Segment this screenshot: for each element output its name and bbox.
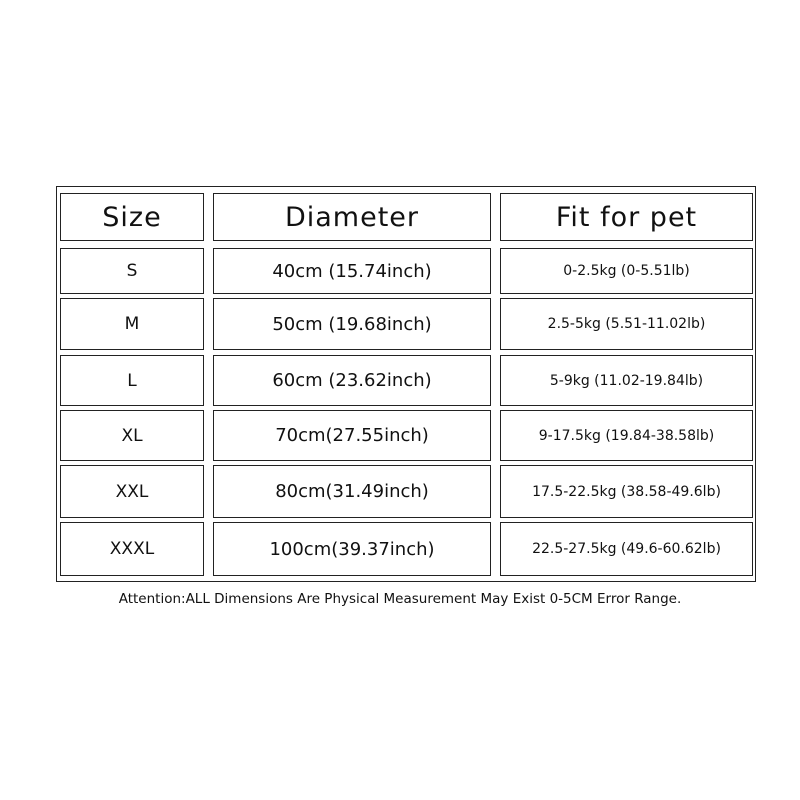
table-cell: 50cm (19.68inch): [213, 298, 491, 350]
table-cell: 2.5-5kg (5.51-11.02lb): [500, 298, 753, 350]
table-cell: L: [60, 355, 204, 406]
table-frame: [56, 186, 756, 582]
table-cell: XXXL: [60, 522, 204, 576]
table-cell: 40cm (15.74inch): [213, 248, 491, 294]
table-cell: 100cm(39.37inch): [213, 522, 491, 576]
table-cell: 22.5-27.5kg (49.6-60.62lb): [500, 522, 753, 576]
table-cell: XL: [60, 410, 204, 461]
header-cell: Size: [60, 193, 204, 241]
header-cell: Fit for pet: [500, 193, 753, 241]
table-cell: M: [60, 298, 204, 350]
table-cell: 5-9kg (11.02-19.84lb): [500, 355, 753, 406]
table-cell: 70cm(27.55inch): [213, 410, 491, 461]
table-cell: 60cm (23.62inch): [213, 355, 491, 406]
table-cell: S: [60, 248, 204, 294]
header-cell: Diameter: [213, 193, 491, 241]
table-cell: 80cm(31.49inch): [213, 465, 491, 518]
table-cell: 9-17.5kg (19.84-38.58lb): [500, 410, 753, 461]
note: Attention:ALL Dimensions Are Physical Me…: [118, 591, 682, 607]
table-cell: 17.5-22.5kg (38.58-49.6lb): [500, 465, 753, 518]
table-cell: XXL: [60, 465, 204, 518]
table-cell: 0-2.5kg (0-5.51lb): [500, 248, 753, 294]
